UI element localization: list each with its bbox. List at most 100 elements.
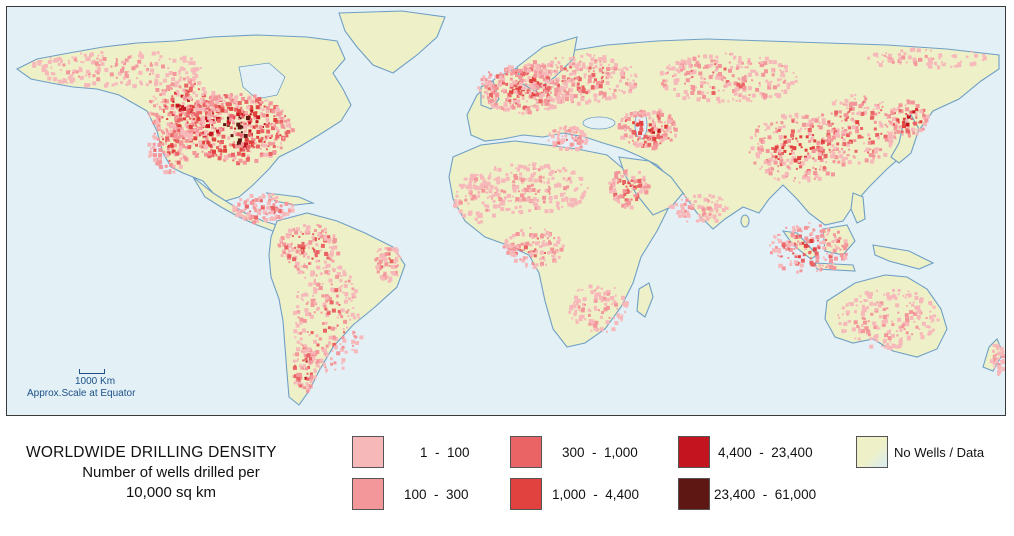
density-cell bbox=[557, 134, 560, 137]
density-cell bbox=[567, 177, 571, 181]
density-cell bbox=[380, 265, 384, 269]
density-cell bbox=[572, 62, 576, 66]
density-cell bbox=[930, 66, 933, 69]
density-cell bbox=[260, 101, 264, 104]
density-cell bbox=[521, 258, 526, 263]
density-cell bbox=[224, 156, 228, 160]
density-cell bbox=[674, 133, 677, 136]
density-cell bbox=[771, 147, 775, 150]
density-cell bbox=[666, 85, 669, 88]
density-cell bbox=[306, 301, 309, 304]
density-cell bbox=[705, 213, 708, 215]
density-cell bbox=[547, 73, 550, 76]
density-cell bbox=[922, 115, 927, 120]
density-cell bbox=[815, 259, 819, 263]
density-cell bbox=[267, 134, 272, 139]
density-cell bbox=[357, 317, 360, 319]
density-cell bbox=[248, 140, 253, 145]
density-cell bbox=[643, 140, 647, 144]
density-cell bbox=[913, 63, 916, 66]
density-cell bbox=[258, 139, 261, 142]
density-cell bbox=[477, 194, 481, 198]
density-cell bbox=[925, 326, 928, 329]
density-cell bbox=[217, 112, 220, 115]
density-cell bbox=[506, 107, 510, 112]
density-cell bbox=[244, 204, 249, 209]
density-cell bbox=[102, 57, 107, 61]
density-cell bbox=[336, 251, 341, 256]
density-cell bbox=[635, 198, 639, 202]
density-cell bbox=[249, 217, 253, 221]
density-cell bbox=[800, 127, 802, 130]
density-cell bbox=[241, 115, 245, 119]
density-cell bbox=[992, 354, 996, 358]
density-cell bbox=[178, 164, 183, 169]
density-cell bbox=[724, 77, 727, 80]
density-cell bbox=[310, 272, 315, 277]
density-cell bbox=[882, 338, 887, 343]
density-cell bbox=[355, 341, 360, 345]
density-cell bbox=[486, 204, 489, 207]
density-cell bbox=[570, 148, 573, 151]
density-cell bbox=[485, 91, 489, 95]
density-cell bbox=[229, 117, 234, 122]
density-cell bbox=[123, 62, 126, 66]
density-cell bbox=[192, 151, 197, 155]
density-cell bbox=[902, 294, 905, 297]
density-cell bbox=[844, 243, 849, 247]
density-cell bbox=[563, 186, 568, 191]
density-cell bbox=[699, 96, 701, 99]
density-cell bbox=[293, 329, 298, 334]
hudson-bay bbox=[238, 62, 286, 100]
density-cell bbox=[486, 205, 490, 208]
density-cell bbox=[511, 105, 516, 110]
density-cell bbox=[793, 158, 798, 163]
density-cell bbox=[558, 169, 562, 173]
density-cell bbox=[872, 108, 875, 111]
density-cell bbox=[320, 243, 325, 248]
density-cell bbox=[782, 74, 786, 78]
density-cell bbox=[876, 55, 879, 58]
density-cell bbox=[258, 138, 263, 143]
density-cell bbox=[844, 128, 848, 132]
density-cell bbox=[390, 271, 392, 274]
density-cell bbox=[388, 277, 393, 282]
density-cell bbox=[578, 89, 583, 93]
density-cell bbox=[309, 380, 313, 384]
density-cell bbox=[532, 79, 537, 84]
density-cell bbox=[796, 226, 800, 230]
density-cell bbox=[761, 92, 765, 96]
density-cell bbox=[897, 53, 901, 56]
density-cell bbox=[315, 243, 319, 247]
density-cell bbox=[315, 363, 320, 368]
density-cell bbox=[260, 205, 265, 210]
density-cell bbox=[721, 198, 724, 201]
density-cell bbox=[863, 150, 866, 153]
density-cell bbox=[174, 122, 178, 126]
density-cell bbox=[524, 64, 528, 68]
density-cell bbox=[867, 56, 871, 60]
density-cell bbox=[571, 78, 576, 83]
density-cell bbox=[856, 325, 860, 328]
density-cell bbox=[262, 193, 265, 196]
density-cell bbox=[926, 62, 930, 66]
density-cell bbox=[453, 203, 457, 206]
density-cell bbox=[300, 297, 303, 300]
density-cell bbox=[282, 251, 286, 254]
density-cell bbox=[351, 292, 356, 297]
density-cell bbox=[851, 125, 856, 130]
density-cell bbox=[187, 77, 191, 81]
density-cell bbox=[198, 104, 202, 108]
density-cell bbox=[888, 141, 893, 145]
density-cell bbox=[493, 167, 497, 171]
density-cell bbox=[629, 199, 632, 202]
density-cell bbox=[162, 150, 166, 154]
density-cell bbox=[631, 175, 636, 180]
density-cell bbox=[813, 171, 817, 175]
density-cell bbox=[594, 320, 599, 325]
density-cell bbox=[352, 306, 355, 309]
density-cell bbox=[542, 77, 546, 81]
density-cell bbox=[170, 105, 175, 110]
density-cell bbox=[325, 296, 329, 300]
density-cell bbox=[604, 302, 608, 306]
